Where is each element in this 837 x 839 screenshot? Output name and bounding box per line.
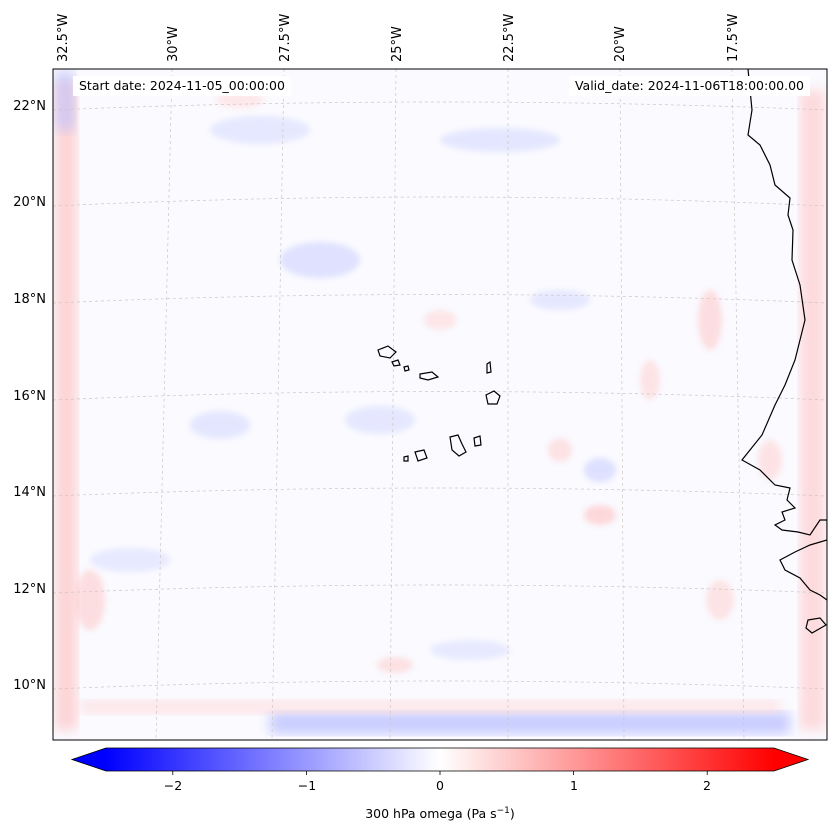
colorbar-label-exponent: −1 <box>496 806 510 816</box>
colorbar-label-end: ) <box>509 806 515 822</box>
colorbar-gradient <box>106 748 774 771</box>
colorbar-label-main: 300 hPa omega (Pa s <box>365 806 497 822</box>
colorbar-tick-label: 1 <box>570 778 578 793</box>
colorbar-ticks <box>172 771 708 775</box>
longitude-labels: 32.5°W 30°W 27.5°W 25°W 22.5°W 20°W 17.5… <box>56 14 741 62</box>
start-date-label: Start date: 2024-11-05_00:00:00 <box>73 76 291 96</box>
cabo-verde-islands <box>377 345 501 462</box>
colorbar-extend-low <box>72 748 106 771</box>
lat-label-12n: 12°N <box>13 582 46 597</box>
lon-label-17-5w: 17.5°W <box>726 14 741 62</box>
lon-label-27-5w: 27.5°W <box>278 14 293 62</box>
colorbar-extend-high <box>774 748 808 771</box>
lon-label-22-5w: 22.5°W <box>502 14 517 62</box>
lat-label-14n: 14°N <box>13 485 46 500</box>
lat-label-16n: 16°N <box>13 389 46 404</box>
colorbar-label: 300 hPa omega (Pa s−1) <box>0 806 837 821</box>
colorbar-tick-label: −2 <box>164 778 182 793</box>
lon-label-32-5w: 32.5°W <box>56 14 71 62</box>
lon-label-30w: 30°W <box>166 26 181 62</box>
colorbar: −2 −1 0 1 2 <box>70 747 810 793</box>
lat-label-22n: 22°N <box>13 99 46 114</box>
gridlines <box>53 69 827 740</box>
lat-label-10n: 10°N <box>13 678 46 693</box>
omega-field <box>53 69 827 740</box>
colorbar-tick-label: −1 <box>298 778 316 793</box>
african-coastline <box>741 69 827 634</box>
map-frame <box>52 68 828 741</box>
valid-date-label: Valid_date: 2024-11-06T18:00:00.00 <box>568 76 810 96</box>
latitude-labels: 22°N 20°N 18°N 16°N 14°N 12°N 10°N <box>13 99 46 693</box>
lat-label-20n: 20°N <box>13 195 46 210</box>
colorbar-tick-label: 2 <box>703 778 711 793</box>
lon-label-20w: 20°W <box>613 26 628 62</box>
colorbar-tick-label: 0 <box>436 778 444 793</box>
map-panel <box>52 68 828 741</box>
lat-label-18n: 18°N <box>13 292 46 307</box>
lon-label-25w: 25°W <box>390 26 405 62</box>
